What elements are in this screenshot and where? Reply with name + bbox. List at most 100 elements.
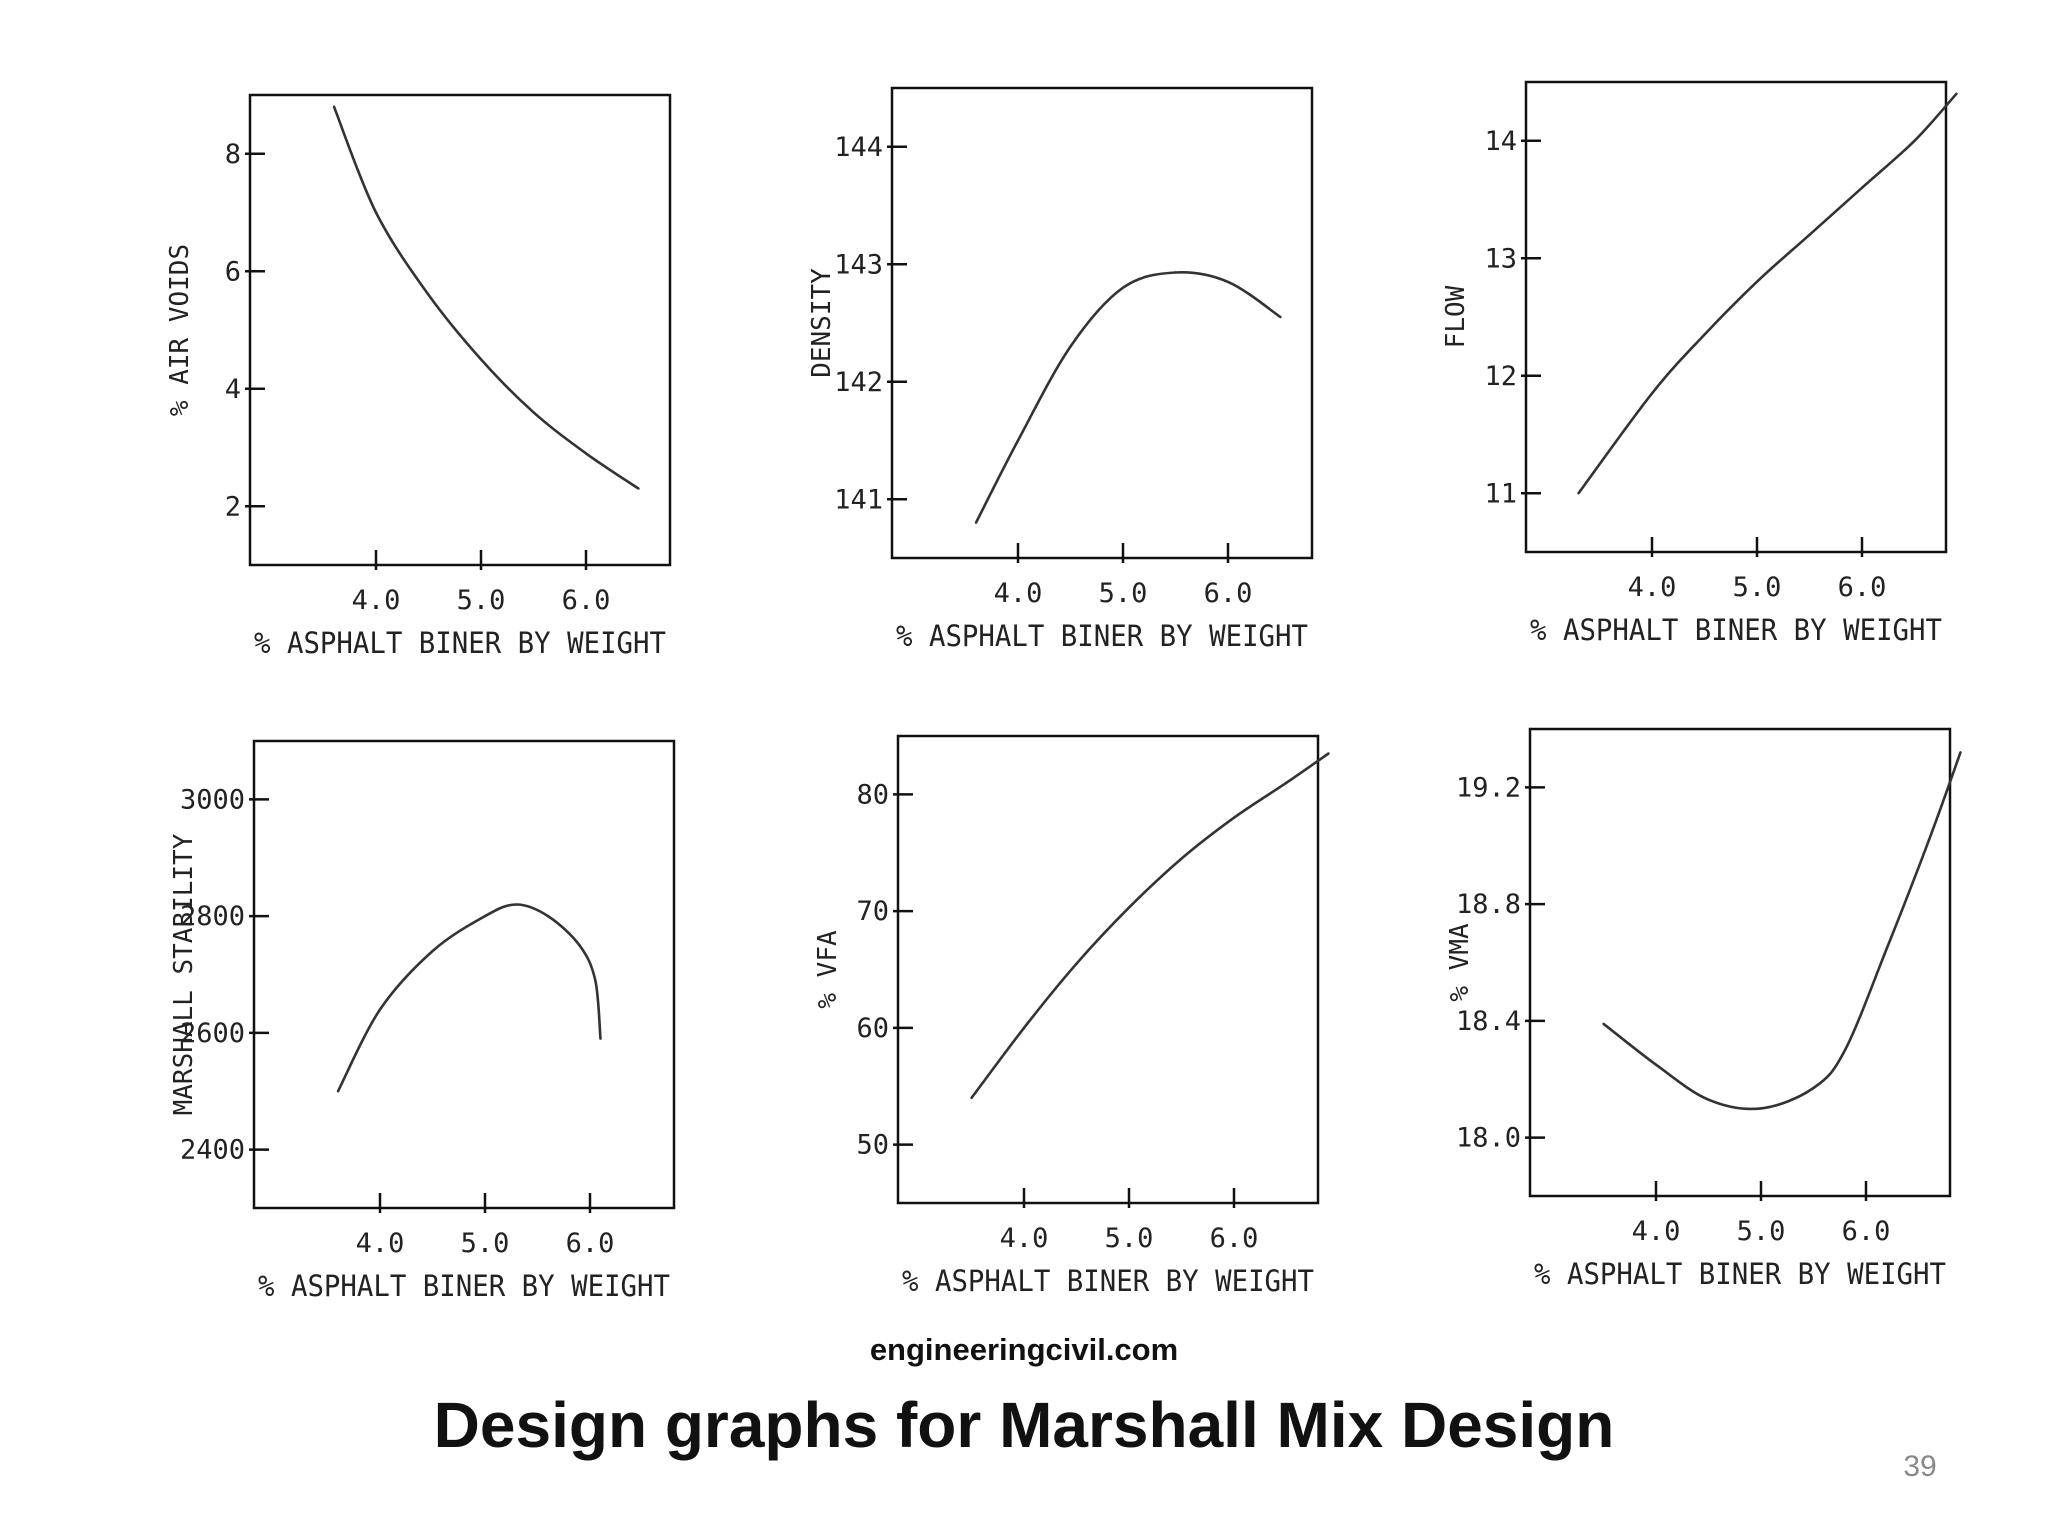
data-point xyxy=(594,979,597,982)
x-tick-label: 6.0 xyxy=(1842,1216,1891,1247)
data-point xyxy=(431,949,434,953)
plot-frame xyxy=(890,86,1314,560)
data-point xyxy=(1226,280,1230,284)
x-tick-label: 4.0 xyxy=(1628,572,1677,603)
y-tick-label: 3000 xyxy=(180,784,245,815)
data-point xyxy=(1755,280,1759,283)
y-tick-label: 18.4 xyxy=(1456,1006,1521,1037)
y-tick-label: 18.8 xyxy=(1456,889,1521,920)
page-number: 39 xyxy=(1903,1450,1937,1483)
series-line-1 xyxy=(336,903,602,1092)
y-tick-label: 12 xyxy=(1484,361,1517,392)
x-tick-label: 5.0 xyxy=(461,1228,510,1259)
y-tick-label: 80 xyxy=(856,779,889,810)
data-point xyxy=(1759,1107,1763,1110)
data-point xyxy=(1955,92,1958,95)
data-point xyxy=(578,944,581,947)
data-point xyxy=(1885,946,1889,950)
y-axis-label: DENSITY xyxy=(807,268,837,378)
y-tick-label: 144 xyxy=(834,132,883,163)
chart-panel-5: 50 60 70 80 4.0 5.0 6.0 % ASPHALT BINER BY WEIG… xyxy=(813,734,1330,1298)
data-point xyxy=(1703,333,1706,336)
y-tick-label: 142 xyxy=(834,367,883,398)
y-axis-label: % VMA xyxy=(1445,923,1475,1002)
y-axis-label: MARSHALL STABILITY xyxy=(169,833,199,1115)
plot-frame xyxy=(1524,80,1948,554)
y-tick-label: 11 xyxy=(1484,478,1517,509)
y-tick-label: 50 xyxy=(856,1130,889,1161)
data-point xyxy=(1232,816,1236,819)
x-axis-label: % ASPHALT BINER BY WEIGHT xyxy=(1530,613,1942,647)
x-tick-label: 4.0 xyxy=(1000,1223,1049,1254)
chart-panel-1: 2 4 6 8 4.0 5.0 6.0 % ASPHALT BINER BY WEIGHT % … xyxy=(165,93,672,660)
y-tick-label: 2 xyxy=(225,491,241,522)
data-point xyxy=(637,487,640,490)
data-point xyxy=(1022,1026,1026,1030)
y-tick-label: 2800 xyxy=(180,901,245,932)
series-line-1 xyxy=(332,106,640,490)
x-tick-label: 6.0 xyxy=(1210,1223,1259,1254)
series-line-1 xyxy=(974,271,1282,524)
chart-panel-6: 18.0 18.4 18.8 19.2 4.0 5.0 6.0 % ASPHALT BINER… xyxy=(1445,727,1962,1291)
x-axis-label: % ASPHALT BINER BY WEIGHT xyxy=(902,1264,1314,1298)
data-point xyxy=(1127,906,1131,909)
plot-frame xyxy=(1528,727,1952,1198)
data-point xyxy=(532,411,535,414)
data-point xyxy=(1707,1098,1710,1101)
data-point xyxy=(1285,781,1288,784)
data-point xyxy=(1812,1086,1815,1090)
x-tick-label: 6.0 xyxy=(1204,578,1253,609)
plot-frame xyxy=(252,739,676,1210)
data-point xyxy=(1327,752,1330,755)
data-point xyxy=(1075,962,1078,965)
data-point xyxy=(1650,392,1654,395)
y-tick-label: 141 xyxy=(834,484,883,515)
chart-panel-3: 11 12 13 14 4.0 5.0 6.0 % ASPHALT BINER BY WEIG… xyxy=(1441,80,1958,647)
data-point xyxy=(1174,271,1177,274)
chart-panel-4: 2400 2600 2800 3000 4.0 5.0 6.0 % ASPHALT BINER… xyxy=(169,739,676,1303)
y-tick-label: 4 xyxy=(225,374,241,405)
data-point xyxy=(1577,492,1580,495)
data-point xyxy=(1069,345,1072,348)
data-point xyxy=(427,293,430,296)
y-tick-label: 13 xyxy=(1484,243,1517,274)
data-point xyxy=(584,452,588,455)
x-tick-label: 6.0 xyxy=(566,1228,615,1259)
chart-panel-2: 141 142 143 144 4.0 5.0 6.0 % ASPHALT BINER BY … xyxy=(807,86,1314,653)
x-tick-label: 4.0 xyxy=(352,585,401,616)
data-point xyxy=(1927,838,1931,842)
data-point xyxy=(1843,1048,1847,1052)
x-tick-label: 5.0 xyxy=(1733,572,1782,603)
y-tick-label: 8 xyxy=(225,139,241,170)
x-tick-label: 4.0 xyxy=(994,578,1043,609)
data-point xyxy=(1279,315,1282,319)
x-axis-label: % ASPHALT BINER BY WEIGHT xyxy=(1534,1257,1946,1291)
plot-frame xyxy=(896,734,1320,1205)
data-point xyxy=(970,1096,973,1100)
y-axis-label: % VFA xyxy=(813,930,843,1009)
y-tick-label: 18.0 xyxy=(1456,1123,1521,1154)
y-tick-label: 19.2 xyxy=(1456,772,1521,803)
x-tick-label: 5.0 xyxy=(1737,1216,1786,1247)
y-tick-label: 70 xyxy=(856,896,889,927)
x-axis-label: % ASPHALT BINER BY WEIGHT xyxy=(896,619,1308,653)
data-point xyxy=(546,914,550,918)
x-tick-label: 5.0 xyxy=(457,585,506,616)
x-tick-label: 5.0 xyxy=(1105,1223,1154,1254)
y-tick-label: 6 xyxy=(225,256,241,287)
data-point xyxy=(515,903,518,906)
y-tick-label: 60 xyxy=(856,1013,889,1044)
series-line-1 xyxy=(1602,751,1962,1111)
data-point xyxy=(1913,139,1916,142)
data-point xyxy=(378,1008,382,1011)
data-point xyxy=(599,1037,602,1040)
data-point xyxy=(479,358,483,361)
data-point xyxy=(483,914,487,918)
data-point xyxy=(1654,1063,1658,1066)
data-point xyxy=(1016,439,1020,442)
plot-frame xyxy=(248,93,672,567)
data-point xyxy=(1860,186,1864,189)
y-axis-label: % AIR VOIDS xyxy=(165,244,195,416)
x-axis-label: % ASPHALT BINER BY WEIGHT xyxy=(258,1269,670,1303)
